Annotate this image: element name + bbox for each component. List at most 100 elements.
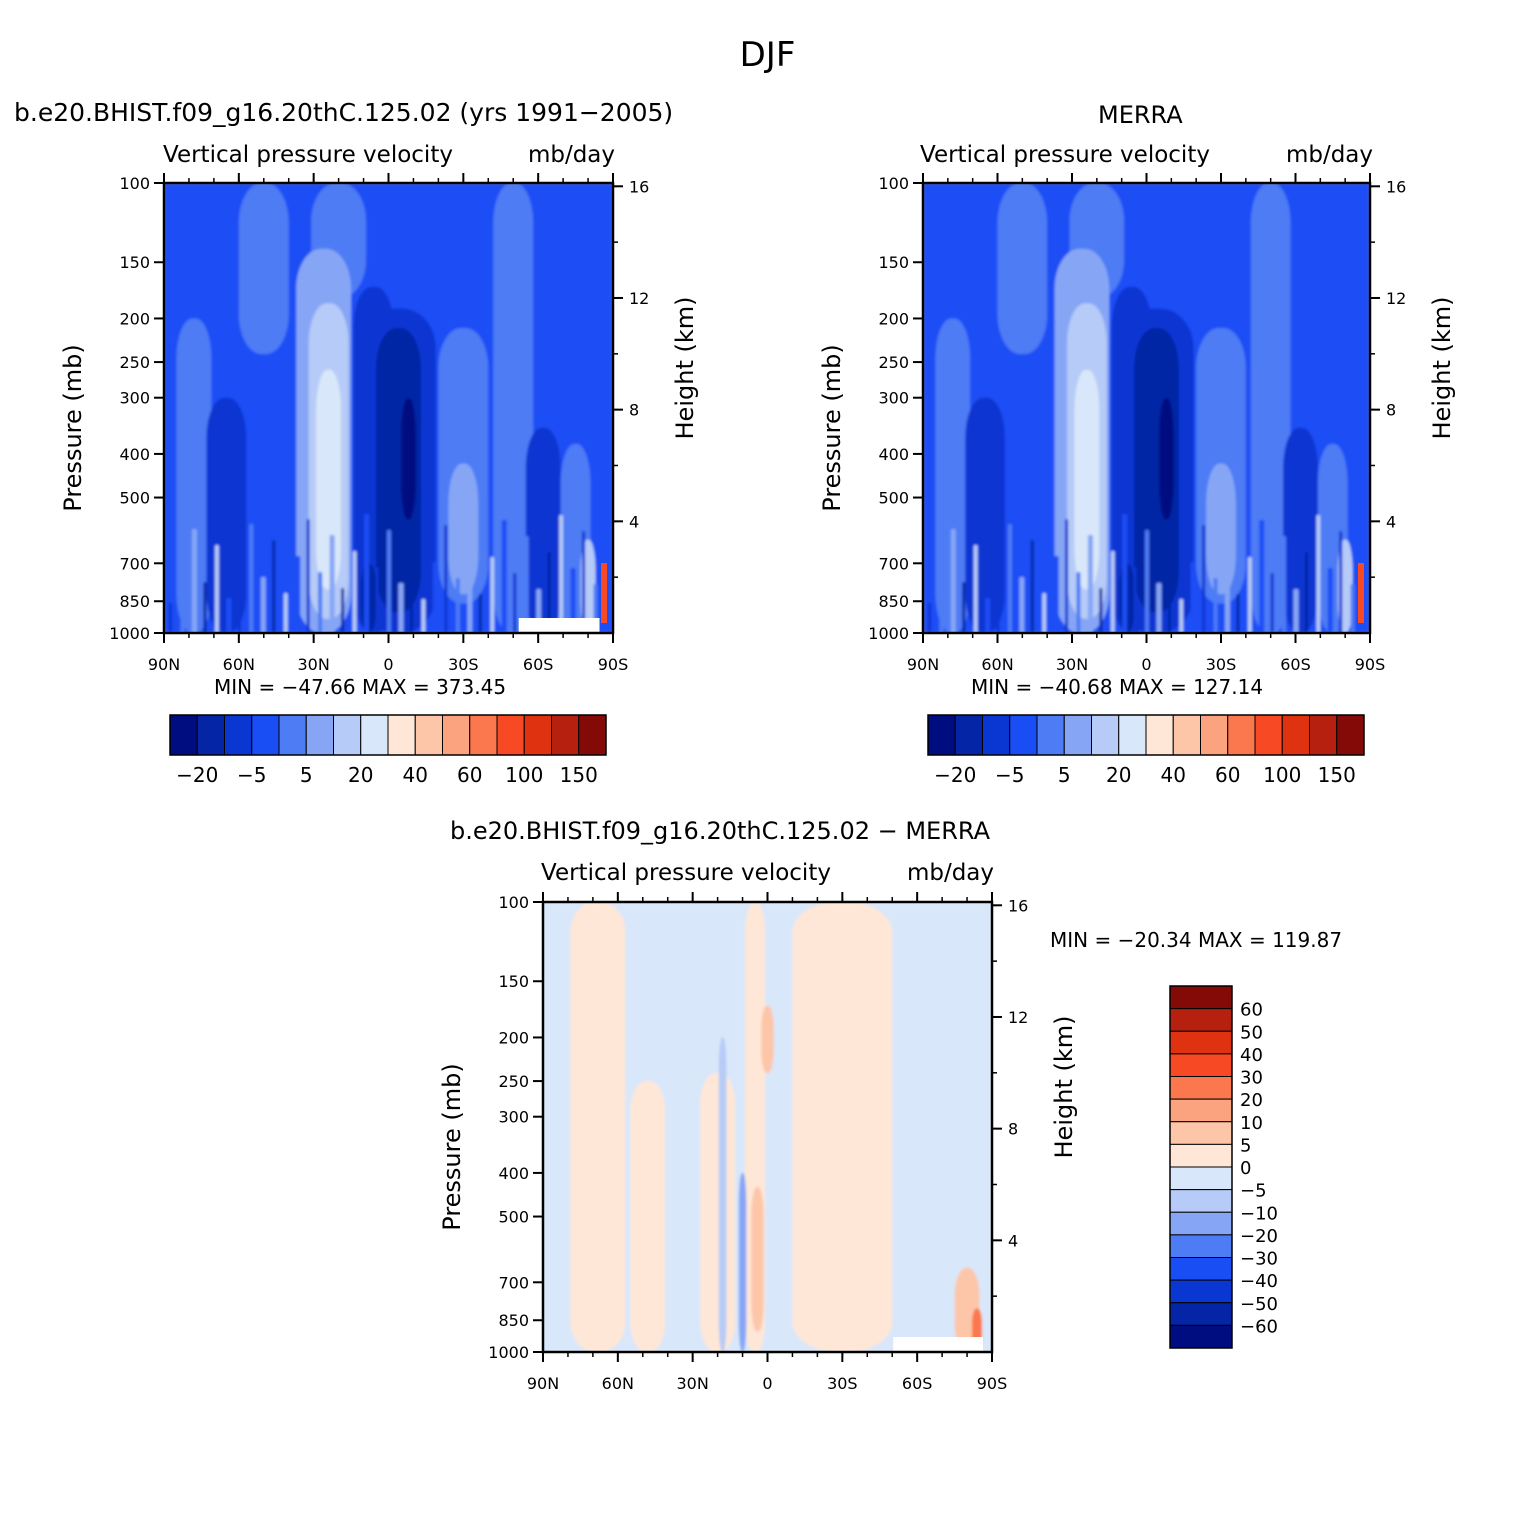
- y2-tick-label: 16: [1008, 896, 1028, 915]
- contour-region: [997, 183, 1048, 355]
- colorbar-label: 40: [1161, 763, 1186, 787]
- colorbar-label: 60: [1240, 1000, 1263, 1021]
- contour-region: [1304, 552, 1308, 633]
- contour-region: [1156, 583, 1162, 633]
- contour-region: [318, 572, 323, 633]
- y-tick-label: 250: [119, 353, 150, 372]
- colorbar-label: 20: [348, 763, 373, 787]
- colorbar-frame: [927, 714, 1365, 756]
- contour-region: [1076, 572, 1081, 633]
- colorbar-label: 5: [300, 763, 313, 787]
- colorbar-box: [1091, 714, 1120, 756]
- x-tick-label: 90N: [527, 1374, 559, 1393]
- colorbar-label: −20: [934, 763, 976, 787]
- y2-axis-title: Height (km): [1050, 1016, 1078, 1159]
- contour-region: [1350, 584, 1355, 633]
- contour-region: [316, 369, 342, 590]
- colorbar-box: [1009, 714, 1038, 756]
- panel3-field: [543, 902, 992, 1352]
- x-tick-label: 30S: [827, 1374, 858, 1393]
- y-tick-label: 100: [498, 893, 529, 912]
- contour-region: [1122, 514, 1128, 633]
- x-tick-label: 60N: [223, 655, 255, 674]
- colorbar-label: 150: [1318, 763, 1356, 787]
- x-tick-label: 0: [762, 1374, 772, 1393]
- y-tick-label: 100: [878, 174, 909, 193]
- contour-region: [1358, 563, 1364, 623]
- colorbar-label: 50: [1240, 1022, 1263, 1043]
- contour-region: [238, 183, 289, 355]
- colorbar-label: −5: [1240, 1181, 1267, 1202]
- colorbar-label: 20: [1240, 1090, 1263, 1111]
- contour-region: [570, 902, 626, 1352]
- colorbar-box: [360, 714, 389, 756]
- colorbar-box: [169, 714, 198, 756]
- colorbar-box: [1200, 714, 1229, 756]
- y-axis-title: Pressure (mb): [59, 344, 87, 511]
- contour-region: [1030, 540, 1034, 633]
- colorbar-label: 30: [1240, 1068, 1263, 1089]
- contour-region: [985, 598, 991, 633]
- contour-region: [1053, 556, 1059, 633]
- colorbar-box: [954, 714, 983, 756]
- colorbar-label: 100: [505, 763, 543, 787]
- y-tick-label: 500: [498, 1208, 529, 1227]
- y-tick-label: 1000: [868, 624, 909, 643]
- colorbar-box: [1169, 1189, 1233, 1213]
- colorbar-box: [1169, 985, 1233, 1010]
- contour-region: [306, 519, 310, 633]
- colorbar-box: [1169, 1098, 1233, 1123]
- colorbar-box: [1169, 1143, 1233, 1168]
- panel1-field: [164, 183, 613, 633]
- colorbar-label: −30: [1240, 1249, 1278, 1270]
- x-tick-label: 90N: [907, 655, 939, 674]
- panel2-colorbar: −20 −5 5 20 40 60 100 150: [927, 714, 1365, 787]
- contour-region: [203, 582, 207, 633]
- contour-region: [1065, 519, 1069, 633]
- colorbar-label: 60: [457, 763, 482, 787]
- x-tick-label: 30S: [1206, 655, 1237, 674]
- panel3-var-label: Vertical pressure velocity: [541, 860, 831, 886]
- colorbar-label: 150: [560, 763, 598, 787]
- colorbar-box: [1169, 1324, 1233, 1349]
- contour-region: [601, 563, 607, 623]
- colorbar-label: 5: [1058, 763, 1071, 787]
- y-tick-label: 400: [878, 445, 909, 464]
- contour-region: [1270, 573, 1274, 633]
- y-tick-label: 150: [119, 253, 150, 272]
- y-tick-label: 300: [119, 389, 150, 408]
- x-tick-label: 90S: [977, 1374, 1008, 1393]
- colorbar-box: [1336, 714, 1365, 756]
- contour-region: [478, 594, 482, 633]
- y-tick-label: 200: [878, 309, 909, 328]
- contour-region: [582, 531, 586, 633]
- colorbar-label: 10: [1240, 1113, 1263, 1134]
- y-tick-label: 250: [498, 1072, 529, 1091]
- contour-region: [1167, 546, 1171, 633]
- contour-region: [570, 568, 576, 633]
- colorbar-box: [1169, 1166, 1233, 1191]
- y-tick-label: 250: [878, 353, 909, 372]
- x-tick-label: 30N: [677, 1374, 709, 1393]
- contour-region: [792, 902, 893, 1352]
- contour-region: [751, 1187, 764, 1332]
- colorbar-label: 5: [1240, 1135, 1251, 1156]
- contour-region: [1145, 530, 1150, 633]
- colorbar-box: [1169, 1279, 1233, 1304]
- contour-region: [935, 318, 971, 633]
- contour-region: [180, 566, 185, 633]
- y2-axis-title: Height (km): [671, 297, 699, 440]
- colorbar-box: [1145, 714, 1174, 756]
- x-tick-label: 0: [1141, 655, 1151, 674]
- contour-region: [283, 593, 288, 633]
- colorbar-box: [1172, 714, 1201, 756]
- contour-region: [226, 598, 232, 633]
- panel1-axes: 90N 60N 30N 0 30S 60S 90S 100 150 200 250 300 400 500…: [59, 173, 699, 674]
- x-tick-label: 90N: [148, 655, 180, 674]
- colorbar-box: [414, 714, 443, 756]
- contour-region: [432, 562, 438, 633]
- contour-region: [1213, 578, 1218, 633]
- contour-region: [1224, 541, 1230, 633]
- contour-region: [559, 515, 564, 633]
